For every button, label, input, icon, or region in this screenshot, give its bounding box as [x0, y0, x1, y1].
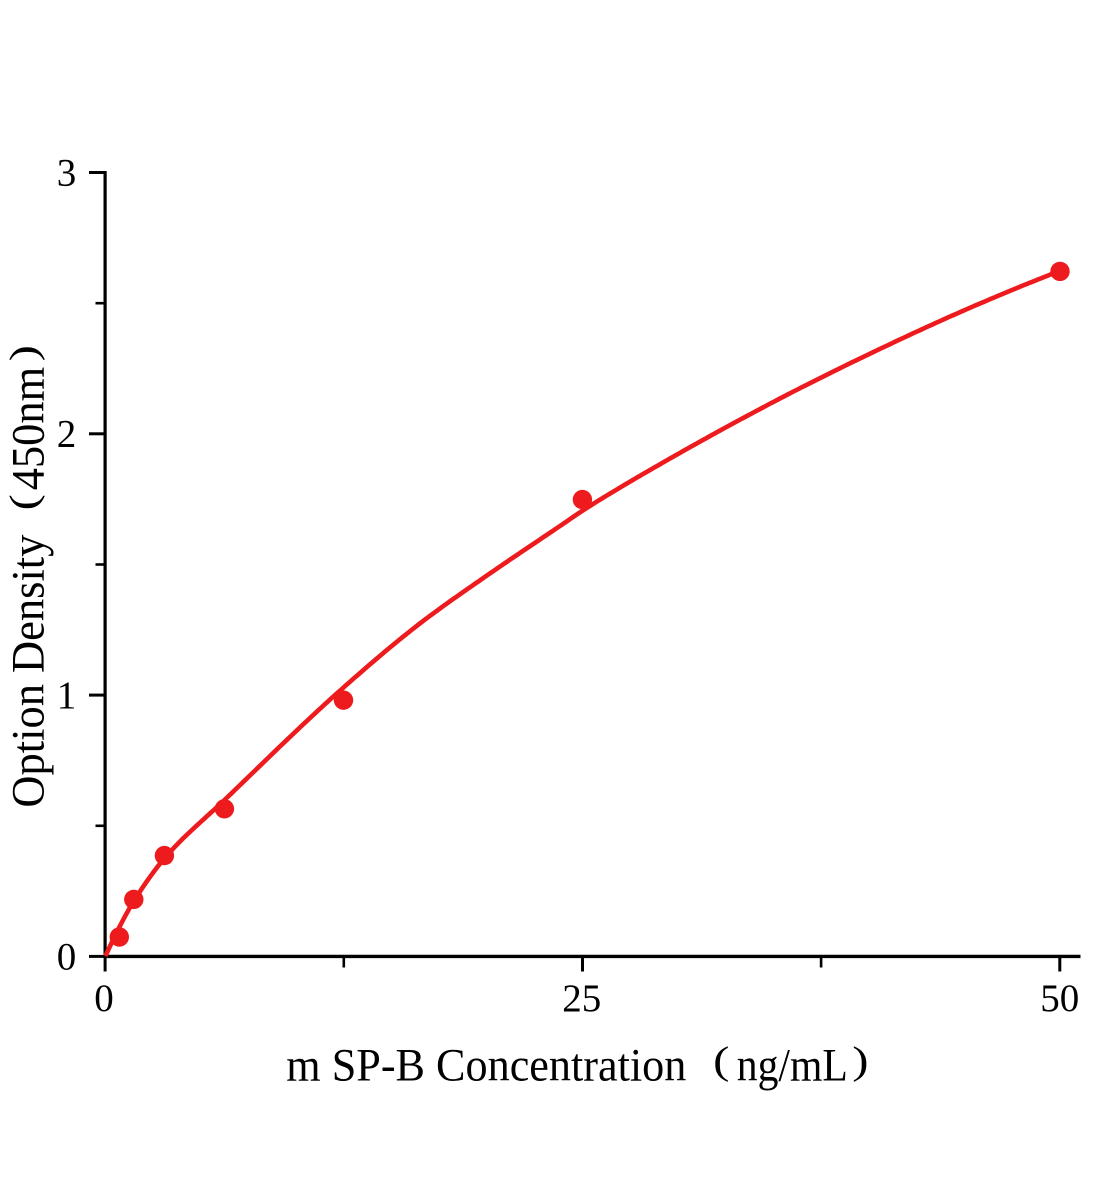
svg-text:Option Density: Option Density — [3, 534, 55, 807]
svg-text:2: 2 — [57, 413, 77, 456]
svg-text:0: 0 — [57, 935, 77, 978]
svg-text:(: ( — [713, 1039, 729, 1082]
svg-text:450nm: 450nm — [3, 367, 55, 491]
svg-text:25: 25 — [562, 977, 601, 1020]
svg-text:(: ( — [2, 494, 45, 510]
svg-text:ng/mL: ng/mL — [737, 1039, 848, 1091]
svg-text:1: 1 — [57, 674, 77, 717]
svg-text:m SP-B Concentration: m SP-B Concentration — [286, 1039, 686, 1091]
svg-text:50: 50 — [1040, 977, 1079, 1020]
svg-text:): ) — [852, 1039, 868, 1082]
svg-text:0: 0 — [94, 977, 114, 1020]
svg-text:): ) — [2, 345, 45, 361]
svg-text:3: 3 — [57, 151, 77, 194]
